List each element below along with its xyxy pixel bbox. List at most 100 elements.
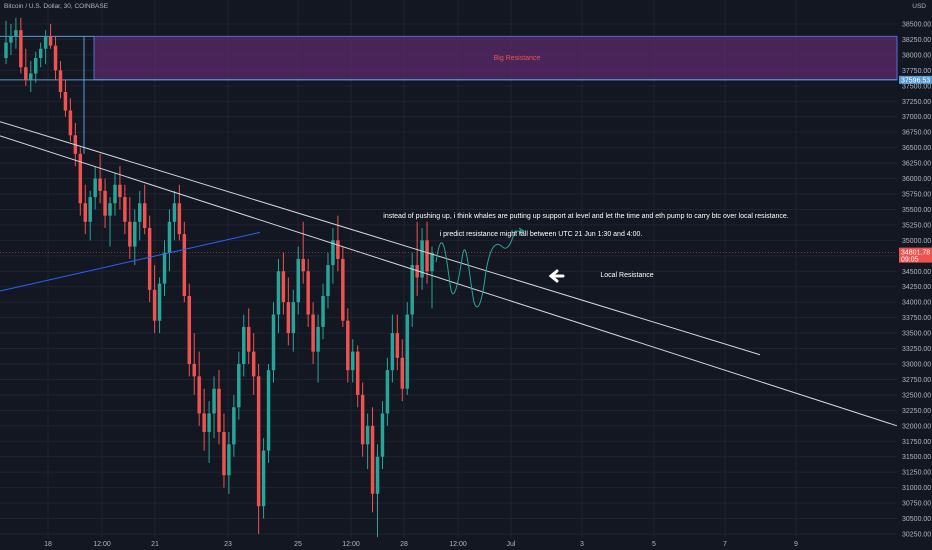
candle-body[interactable] bbox=[355, 351, 360, 395]
candle-body[interactable] bbox=[246, 326, 251, 352]
candle-body[interactable] bbox=[276, 271, 281, 315]
candle-body[interactable] bbox=[271, 314, 276, 371]
candle-body[interactable] bbox=[251, 351, 256, 377]
candle-body[interactable] bbox=[336, 240, 340, 259]
candle-body[interactable] bbox=[281, 271, 286, 303]
candle-body[interactable] bbox=[187, 296, 192, 364]
candle-body[interactable] bbox=[38, 48, 43, 58]
candle-body[interactable] bbox=[360, 394, 365, 445]
candle-body[interactable] bbox=[370, 425, 375, 494]
candle-body[interactable] bbox=[415, 265, 419, 278]
candle-body[interactable] bbox=[266, 370, 271, 451]
candle-body[interactable] bbox=[157, 283, 162, 321]
candle-body[interactable] bbox=[103, 190, 107, 216]
candle-body[interactable] bbox=[192, 364, 196, 377]
candle-body[interactable] bbox=[167, 221, 172, 253]
candle-body[interactable] bbox=[14, 30, 18, 37]
candle-body[interactable] bbox=[256, 376, 261, 507]
current-price-tag[interactable] bbox=[899, 247, 932, 263]
candle-body[interactable] bbox=[207, 413, 211, 432]
candle-body[interactable] bbox=[331, 240, 335, 266]
candle-body[interactable] bbox=[182, 234, 187, 296]
candle-body[interactable] bbox=[395, 333, 400, 358]
candle-body[interactable] bbox=[4, 42, 8, 58]
upper-trendline[interactable] bbox=[0, 121, 761, 356]
candle-body[interactable] bbox=[197, 376, 201, 414]
candle-body[interactable] bbox=[385, 370, 390, 414]
y-axis-tick-label: 36750.00 bbox=[902, 130, 931, 137]
candle-body[interactable] bbox=[380, 413, 385, 457]
candle-body[interactable] bbox=[405, 314, 409, 389]
resistance-zone[interactable] bbox=[93, 35, 898, 81]
candle-body[interactable] bbox=[68, 110, 73, 136]
annotation-local-resistance[interactable]: Local Resistance bbox=[600, 272, 653, 279]
candle-body[interactable] bbox=[128, 221, 132, 247]
candle-body[interactable] bbox=[306, 271, 310, 315]
candle-body[interactable] bbox=[93, 178, 97, 198]
candle-body[interactable] bbox=[43, 36, 48, 49]
candle-body[interactable] bbox=[202, 413, 206, 432]
candle-body[interactable] bbox=[162, 252, 167, 284]
candle-body[interactable] bbox=[375, 456, 380, 494]
candle-body[interactable] bbox=[19, 30, 23, 68]
annotation-whales[interactable]: instead of pushing up, i think whales ar… bbox=[383, 213, 789, 220]
y-axis-tick-label: 31250.00 bbox=[902, 470, 931, 477]
candle-body[interactable] bbox=[29, 73, 33, 80]
candle-body[interactable] bbox=[301, 258, 305, 272]
candle-body[interactable] bbox=[133, 221, 137, 247]
candle-body[interactable] bbox=[48, 36, 53, 46]
candle-body[interactable] bbox=[351, 351, 355, 371]
candle-body[interactable] bbox=[217, 388, 221, 432]
candle-body[interactable] bbox=[172, 203, 177, 222]
candle-body[interactable] bbox=[296, 258, 300, 303]
candle-body[interactable] bbox=[9, 36, 13, 43]
candle-body[interactable] bbox=[232, 407, 236, 445]
candle-body[interactable] bbox=[123, 197, 127, 222]
lower-trendline[interactable] bbox=[0, 135, 898, 427]
candle-body[interactable] bbox=[33, 58, 38, 74]
candle-body[interactable] bbox=[138, 203, 142, 222]
candle-body[interactable] bbox=[326, 265, 330, 296]
candle-body[interactable] bbox=[400, 357, 405, 389]
candle-body[interactable] bbox=[58, 70, 63, 92]
candle-body[interactable] bbox=[212, 388, 216, 414]
rising-support-line[interactable] bbox=[0, 231, 261, 292]
candle-body[interactable] bbox=[98, 178, 102, 191]
candle-body[interactable] bbox=[78, 153, 83, 204]
candle-body[interactable] bbox=[88, 197, 92, 222]
candle-body[interactable] bbox=[410, 265, 414, 315]
candle-body[interactable] bbox=[24, 67, 28, 80]
candle-body[interactable] bbox=[261, 450, 266, 507]
candle-body[interactable] bbox=[420, 240, 424, 278]
y-axis-tick-label: 33750.00 bbox=[902, 315, 931, 322]
candle-body[interactable] bbox=[341, 258, 345, 321]
candle-body[interactable] bbox=[365, 425, 370, 445]
candle-body[interactable] bbox=[152, 289, 157, 321]
candle-body[interactable] bbox=[113, 184, 117, 204]
candle-body[interactable] bbox=[316, 326, 320, 352]
candle-body[interactable] bbox=[237, 364, 241, 408]
candle-body[interactable] bbox=[390, 333, 395, 371]
candle-body[interactable] bbox=[63, 92, 68, 111]
candle-body[interactable] bbox=[242, 326, 246, 364]
candle-body[interactable] bbox=[286, 302, 291, 334]
candle-body[interactable] bbox=[425, 240, 429, 272]
candle-body[interactable] bbox=[53, 45, 58, 71]
candle-body[interactable] bbox=[108, 203, 112, 216]
candle-body[interactable] bbox=[291, 302, 296, 334]
candle-body[interactable] bbox=[227, 444, 231, 476]
candle-body[interactable] bbox=[177, 203, 182, 235]
candle-body[interactable] bbox=[118, 184, 122, 198]
annotation-prediction[interactable]: i predict resistance might fall between … bbox=[440, 231, 643, 238]
candle-body[interactable] bbox=[83, 203, 87, 222]
candle-body[interactable] bbox=[321, 296, 325, 327]
candle-body[interactable] bbox=[430, 252, 434, 272]
candle-body[interactable] bbox=[346, 320, 350, 371]
candle-body[interactable] bbox=[222, 432, 226, 476]
candle-body[interactable] bbox=[311, 314, 315, 352]
projection-path[interactable] bbox=[435, 230, 523, 308]
candle-body[interactable] bbox=[142, 203, 147, 228]
y-axis-tick-label: 30250.00 bbox=[902, 532, 931, 539]
candle-body[interactable] bbox=[147, 228, 152, 290]
